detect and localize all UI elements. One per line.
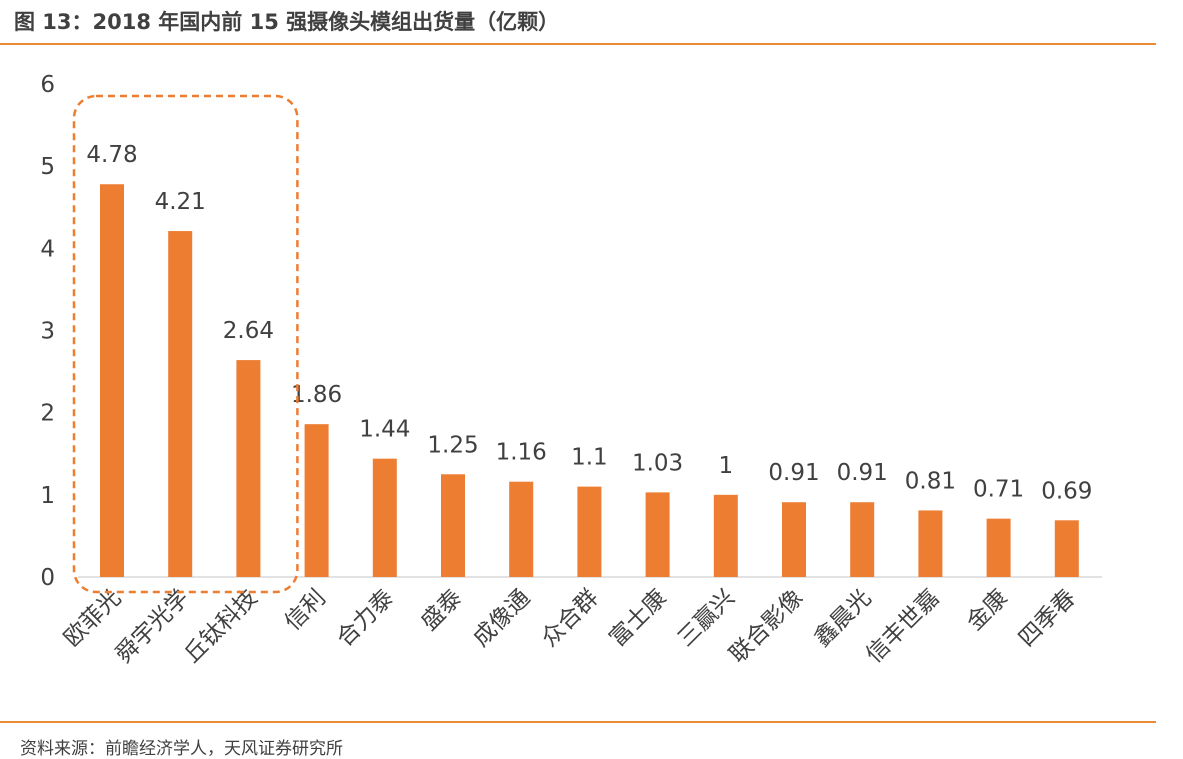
data-label: 0.91 — [837, 460, 888, 486]
category-label: 众合群 — [536, 585, 603, 652]
y-tick-label: 3 — [40, 319, 55, 345]
category-label: 信丰世嘉 — [861, 585, 944, 668]
bar — [304, 424, 329, 577]
data-label: 1.25 — [427, 432, 478, 458]
data-label: 0.91 — [768, 460, 819, 486]
data-label: 1.86 — [291, 382, 342, 408]
data-label: 0.71 — [973, 477, 1024, 503]
bar — [713, 494, 738, 577]
category-label: 舜宇光学 — [111, 585, 194, 668]
category-label: 合力泰 — [332, 585, 399, 652]
data-label: 1.44 — [359, 417, 410, 443]
bar — [441, 474, 465, 577]
bar — [782, 502, 806, 577]
y-tick-label: 4 — [40, 236, 55, 262]
bar — [372, 458, 397, 577]
highlight-box — [72, 94, 299, 594]
bar — [918, 510, 943, 577]
bar-chart: 0 1 2 3 4 5 6 4.78 欧菲光 4.21 舜宇光学 2.64 丘钛科技 1.86 信利 1.44… — [40, 72, 1102, 668]
category-label: 四季春 — [1014, 585, 1081, 652]
bar — [509, 481, 534, 577]
data-label: 1.16 — [496, 440, 547, 466]
data-label: 0.81 — [905, 468, 956, 494]
y-tick-label: 6 — [40, 72, 55, 98]
category-label: 丘钛科技 — [179, 585, 262, 668]
category-label: 联合影像 — [725, 585, 808, 668]
data-label: 1.03 — [632, 450, 683, 476]
data-label: 1 — [718, 453, 733, 479]
source-note: 资料来源：前瞻经济学人，天风证券研究所 — [20, 739, 343, 759]
source-rule — [0, 721, 1156, 723]
bar — [100, 184, 124, 577]
data-label: 4.21 — [155, 189, 206, 215]
category-label: 信利 — [280, 585, 331, 636]
category-label: 三赢兴 — [673, 585, 740, 652]
category-label: 欧菲光 — [59, 585, 126, 652]
category-label: 盛泰 — [416, 585, 467, 636]
bar — [850, 502, 875, 577]
title-rule — [0, 43, 1156, 45]
figure-title: 图 13：2018 年国内前 15 强摄像头模组出货量（亿颗） — [14, 10, 560, 34]
bar — [1054, 520, 1079, 577]
bar — [645, 492, 670, 577]
y-tick-label: 0 — [40, 565, 55, 591]
category-label: 富士康 — [605, 585, 672, 652]
category-label: 成像通 — [468, 585, 535, 652]
y-tick-label: 1 — [40, 483, 55, 509]
bar — [986, 518, 1011, 577]
category-label: 金康 — [962, 585, 1013, 636]
y-tick-label: 2 — [40, 401, 55, 427]
y-tick-label: 5 — [40, 154, 55, 180]
category-label: 鑫晨光 — [809, 585, 876, 652]
data-label: 4.78 — [86, 142, 137, 168]
bar — [577, 486, 602, 577]
data-label: 0.69 — [1041, 478, 1092, 504]
data-label: 1.1 — [571, 445, 608, 471]
bar — [168, 231, 193, 577]
bar — [236, 360, 261, 577]
data-label: 2.64 — [223, 318, 274, 344]
